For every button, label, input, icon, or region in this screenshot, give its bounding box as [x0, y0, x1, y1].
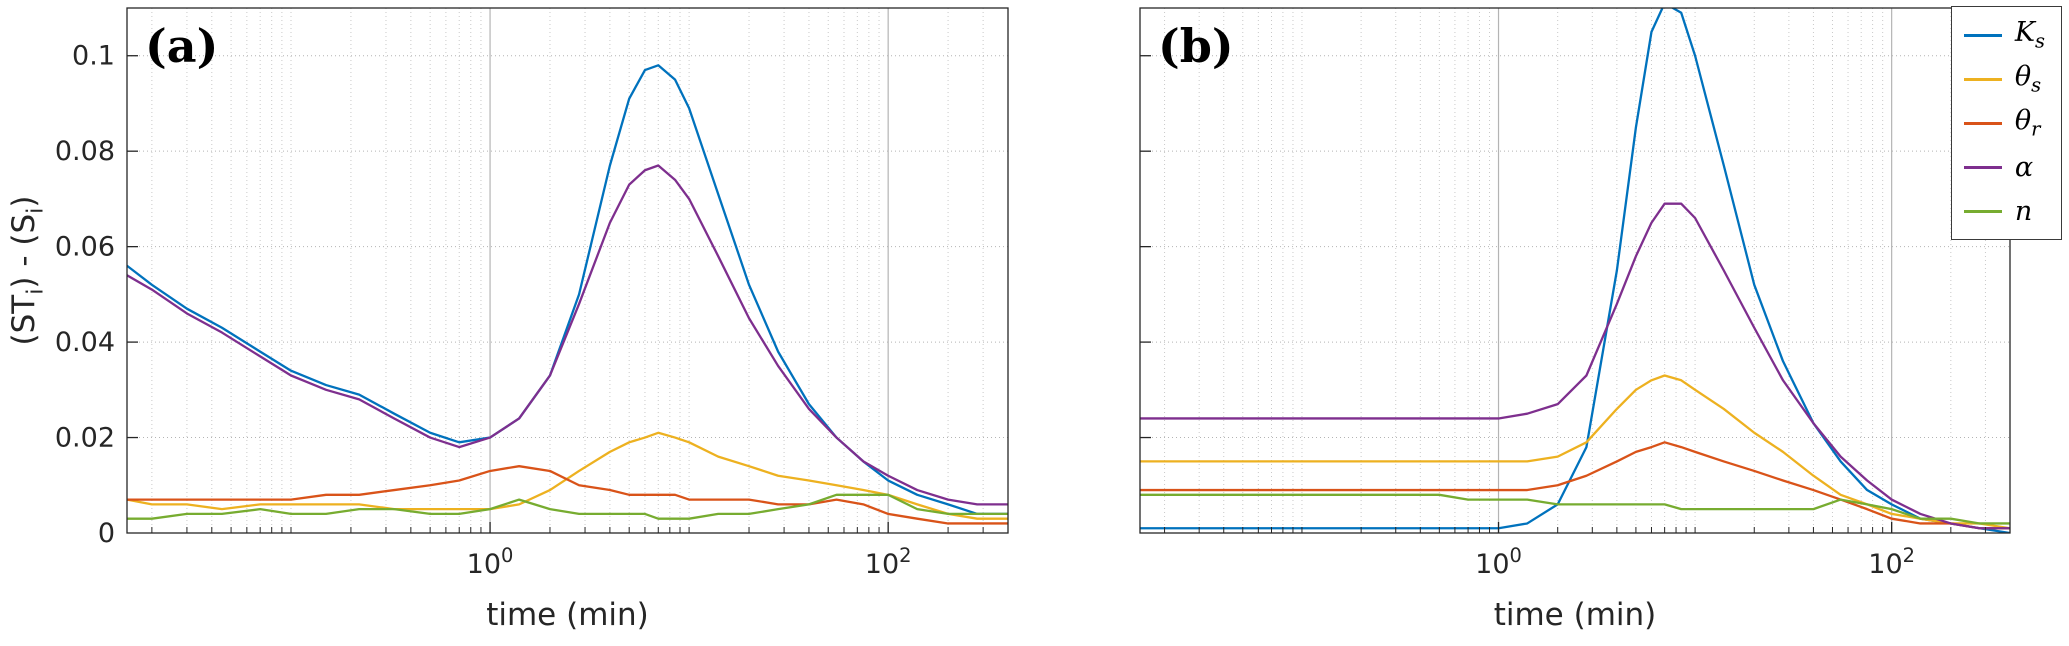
- panel-b-chart: 100 102 time (min) (b): [1139, 7, 2011, 633]
- legend-line-sample: [1963, 77, 2002, 81]
- series-line-: [1140, 202, 2010, 530]
- series-group: [127, 64, 1008, 525]
- x-axis-label: time (min): [486, 597, 649, 633]
- series-line-r: [1140, 441, 2010, 530]
- y-axis-label: (STi) - (Si): [6, 196, 49, 346]
- panel-letter: (b): [1158, 19, 1234, 73]
- legend-line-sample: [1963, 33, 2002, 37]
- legend-label: θr: [2014, 105, 2041, 141]
- series-group: [1140, 8, 2010, 533]
- x-tick-label: 102: [1868, 544, 1915, 580]
- series-line-n: [1140, 493, 2010, 525]
- y-tick-label: 0.08: [55, 136, 115, 167]
- panel-a-chart: 100 102 0 0.02 0.04 0.06 0.08 0.1 time (min) (STi…: [6, 7, 1009, 633]
- x-tick-label: 100: [1475, 544, 1522, 580]
- legend-label: α: [2014, 151, 2034, 183]
- x-tick-label: 100: [467, 544, 514, 580]
- x-axis-label: time (min): [1494, 597, 1657, 633]
- y-tick-label: 0.04: [55, 327, 115, 358]
- legend: Ks θs θr α n: [1950, 6, 2062, 240]
- series-line-: [127, 164, 1008, 506]
- legend-label: n: [2014, 195, 2033, 227]
- legend-line-sample: [1963, 165, 2002, 169]
- x-tick-label: 102: [865, 544, 912, 580]
- panel-letter: (a): [145, 19, 218, 73]
- legend-label: θs: [2014, 61, 2042, 97]
- series-line-n: [127, 493, 1008, 520]
- y-tick-label: 0.1: [72, 41, 115, 72]
- legend-line-sample: [1963, 209, 2002, 213]
- legend-line-sample: [1963, 121, 2002, 125]
- legend-item: θr: [1952, 101, 2061, 145]
- series-line-r: [127, 465, 1008, 525]
- series-line-Ks: [127, 64, 1008, 516]
- y-tick-label: 0: [98, 518, 115, 549]
- legend-item: Ks: [1952, 13, 2061, 57]
- axes-box: [1139, 7, 2011, 534]
- legend-item: θs: [1952, 57, 2061, 101]
- axes-box: [126, 7, 1009, 534]
- legend-label: Ks: [2014, 17, 2045, 53]
- series-line-Ks: [1140, 8, 2010, 533]
- series-line-s: [127, 431, 1008, 520]
- legend-item: α: [1952, 145, 2061, 189]
- y-tick-label: 0.06: [55, 232, 115, 263]
- y-tick-label: 0.02: [55, 423, 115, 454]
- legend-item: n: [1952, 189, 2061, 233]
